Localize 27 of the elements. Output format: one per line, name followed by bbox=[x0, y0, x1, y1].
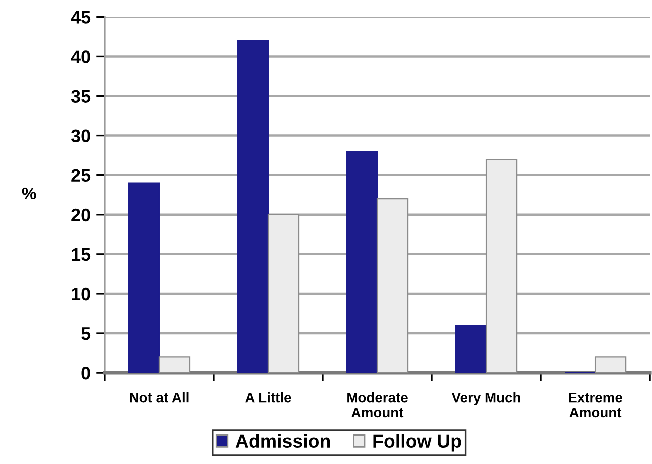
y-tick-label: 45 bbox=[71, 11, 91, 24]
x-tick-label: Very Much bbox=[452, 392, 520, 406]
bar bbox=[594, 356, 627, 374]
legend-label: Follow Up bbox=[374, 434, 462, 452]
x-tick-label: Extreme Amount bbox=[569, 393, 622, 418]
y-tick-label: 0 bbox=[82, 366, 90, 380]
y-axis-title: % bbox=[22, 188, 36, 200]
bar bbox=[268, 214, 300, 374]
y-tick-label: 20 bbox=[72, 208, 90, 222]
y-tick-label: 5 bbox=[82, 328, 91, 340]
x-tick-label: Moderate Amount bbox=[348, 392, 408, 418]
y-tick-label: 35 bbox=[71, 90, 91, 103]
y-tick-label: 25 bbox=[72, 169, 91, 182]
y-tick-label: 10 bbox=[72, 288, 90, 301]
bar bbox=[158, 356, 191, 374]
y-tick-label: 40 bbox=[71, 50, 90, 64]
bar bbox=[455, 325, 488, 374]
x-tick-label: A Little bbox=[246, 392, 292, 403]
bar bbox=[237, 40, 270, 374]
x-tick-label: Not at All bbox=[130, 392, 189, 403]
bar bbox=[128, 182, 160, 374]
bar bbox=[346, 151, 378, 374]
bar bbox=[376, 198, 409, 374]
bar bbox=[486, 158, 518, 374]
legend-label: Admission bbox=[236, 434, 330, 448]
y-tick-label: 15 bbox=[72, 248, 91, 262]
y-tick-label: 30 bbox=[71, 130, 90, 143]
